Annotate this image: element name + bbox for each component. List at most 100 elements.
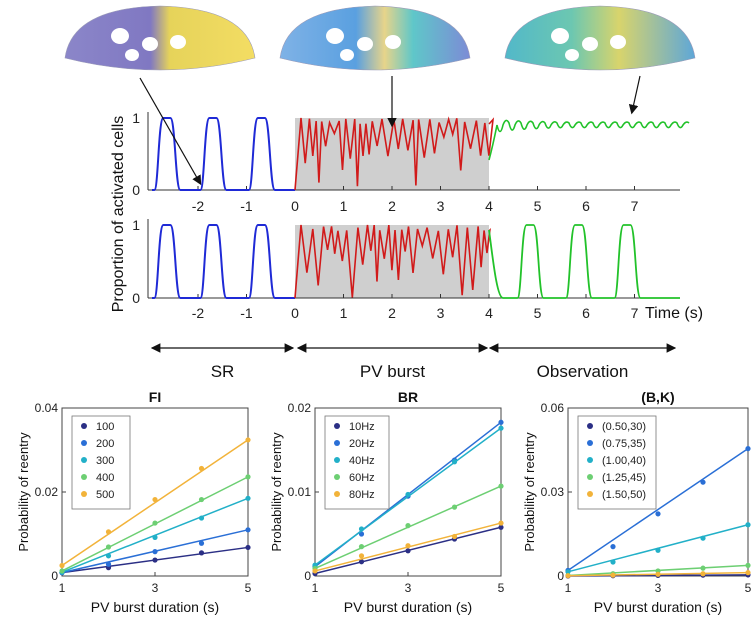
legend-label: 400 bbox=[96, 472, 114, 484]
chart-title: BR bbox=[398, 389, 418, 405]
legend-marker bbox=[334, 423, 340, 429]
pointer-arrow-sr bbox=[139, 77, 202, 186]
heart-mesh-shape bbox=[279, 5, 471, 71]
legend-label: 300 bbox=[96, 455, 114, 467]
y-tick-label: 0.04 bbox=[35, 401, 59, 415]
legend-marker bbox=[587, 440, 593, 446]
legend-label: 80Hz bbox=[349, 489, 375, 501]
data-point bbox=[700, 565, 706, 571]
timeline-xtick-top: -2 bbox=[192, 198, 205, 214]
chart-title: FI bbox=[149, 389, 161, 405]
data-point bbox=[245, 474, 251, 480]
legend-marker bbox=[587, 474, 593, 480]
data-point bbox=[498, 425, 504, 431]
timeline-xtick-bottom: 7 bbox=[631, 305, 639, 321]
data-point bbox=[655, 571, 661, 577]
legend-label: 20Hz bbox=[349, 438, 375, 450]
data-point bbox=[498, 419, 504, 425]
y-tick-label: 0.02 bbox=[288, 401, 312, 415]
sr-trace-top bbox=[152, 117, 295, 191]
data-point bbox=[198, 540, 205, 546]
legend-marker bbox=[334, 474, 340, 480]
legend-marker bbox=[81, 491, 87, 497]
data-point bbox=[498, 520, 504, 526]
y-tick-label: 0.06 bbox=[541, 401, 565, 415]
timeline-xtick-top: 7 bbox=[631, 198, 639, 214]
heart-mesh-shape bbox=[504, 5, 696, 71]
timeline-ytick: 1 bbox=[132, 217, 140, 233]
legend-marker bbox=[587, 491, 593, 497]
mesh-hole bbox=[326, 28, 344, 44]
data-point bbox=[105, 553, 112, 559]
data-point bbox=[565, 573, 571, 579]
timeline-xtick-bottom: -1 bbox=[240, 305, 253, 321]
x-tick-label: 1 bbox=[312, 581, 319, 595]
data-point bbox=[745, 522, 751, 528]
legend-marker bbox=[587, 457, 593, 463]
y-tick-label: 0 bbox=[304, 569, 311, 583]
legend-marker bbox=[81, 423, 87, 429]
timeline-ylabel: Proportion of activated cells bbox=[110, 116, 127, 313]
burst-trace-top bbox=[294, 116, 495, 191]
data-point bbox=[105, 529, 112, 535]
heart-mesh-sr-thumbnail bbox=[64, 5, 256, 71]
data-point bbox=[655, 511, 661, 517]
y-tick-label: 0.01 bbox=[288, 485, 312, 499]
mesh-hole bbox=[357, 37, 373, 51]
data-point bbox=[198, 550, 205, 556]
chart-1: BR 1 3 5 0 0.01 0.02 PV burst duration (s) Proba… bbox=[269, 389, 505, 615]
data-point bbox=[59, 568, 65, 574]
timeline-xtick-bottom: 1 bbox=[340, 305, 348, 321]
data-point bbox=[610, 559, 616, 565]
timeline-xtick-top: 4 bbox=[485, 198, 493, 214]
data-point bbox=[451, 504, 458, 510]
timeline-ytick: 1 bbox=[132, 110, 140, 126]
timeline-xtick-top: 3 bbox=[437, 198, 445, 214]
chart-0: FI 1 3 5 0 0.02 0.04 PV burst duration (s) Proba… bbox=[16, 389, 252, 615]
y-tick-label: 0 bbox=[51, 569, 58, 583]
y-tick-label: 0 bbox=[557, 569, 564, 583]
heart-mesh-burst-thumbnail bbox=[279, 5, 471, 71]
reentry-charts: FI 1 3 5 0 0.02 0.04 PV burst duration (s) Proba… bbox=[16, 389, 752, 615]
y-axis-label: Probability of reentry bbox=[522, 432, 537, 552]
data-point bbox=[700, 571, 706, 577]
data-point bbox=[152, 549, 158, 555]
data-point bbox=[358, 544, 365, 550]
x-tick-label: 5 bbox=[498, 581, 505, 595]
legend-marker bbox=[81, 457, 87, 463]
timeline-xtick-top: 2 bbox=[388, 198, 396, 214]
timeline-xtick-top: 0 bbox=[291, 198, 299, 214]
legend-marker bbox=[334, 440, 340, 446]
data-point bbox=[610, 572, 616, 578]
data-point bbox=[565, 569, 571, 575]
timeline-xtick-bottom: 5 bbox=[534, 305, 542, 321]
mesh-hole bbox=[582, 37, 598, 51]
legend-marker bbox=[334, 491, 340, 497]
data-point bbox=[198, 515, 205, 521]
timeline-xtick-bottom: 4 bbox=[485, 305, 493, 321]
y-axis-label: Probability of reentry bbox=[269, 432, 284, 552]
timeline-xtick-bottom: 3 bbox=[437, 305, 445, 321]
timeline-xtick-top: -1 bbox=[240, 198, 253, 214]
legend-marker bbox=[334, 457, 340, 463]
y-tick-label: 0.03 bbox=[541, 485, 565, 499]
timeline-xtick-top: 5 bbox=[534, 198, 542, 214]
timeline-ytick: 0 bbox=[132, 182, 140, 198]
data-point bbox=[451, 533, 458, 540]
timeline-xtick-top: 1 bbox=[340, 198, 348, 214]
data-point bbox=[700, 479, 706, 485]
legend-label: 60Hz bbox=[349, 472, 375, 484]
legend-label: (0.50,30) bbox=[602, 421, 646, 433]
observation-trace-top bbox=[488, 119, 690, 161]
data-point bbox=[700, 535, 706, 541]
data-point bbox=[105, 544, 112, 550]
sr-trace-bottom bbox=[152, 224, 295, 299]
phase-label: Observation bbox=[537, 362, 629, 381]
x-tick-label: 3 bbox=[405, 581, 412, 595]
heart-thumbnails bbox=[64, 5, 696, 71]
x-axis-label: PV burst duration (s) bbox=[594, 599, 722, 615]
timeline-xlabel: Time (s) bbox=[645, 305, 703, 322]
data-point bbox=[745, 562, 751, 568]
legend-marker bbox=[587, 423, 593, 429]
